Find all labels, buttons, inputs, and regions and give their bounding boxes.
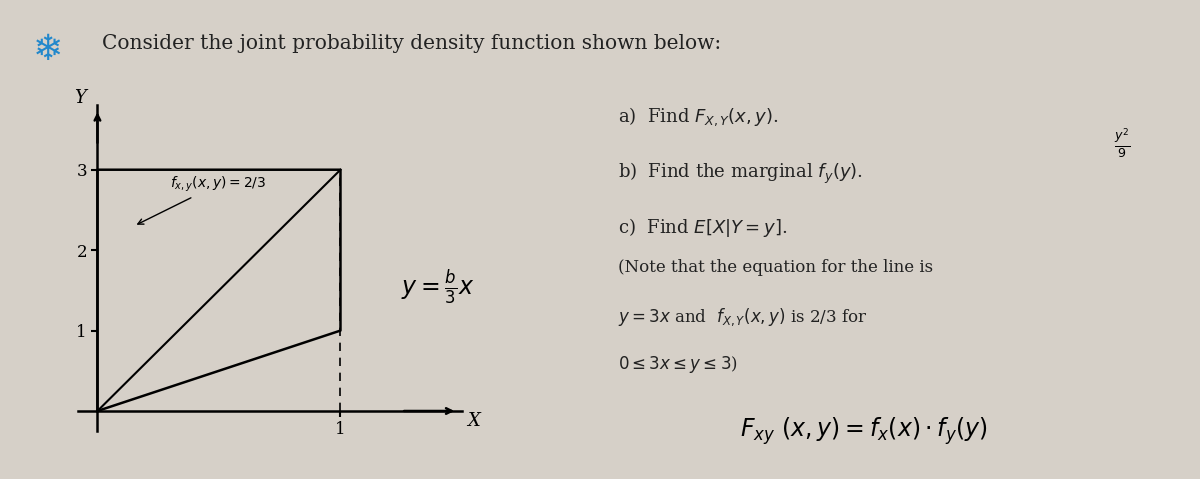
Text: $y = \frac{b}{3}x$: $y = \frac{b}{3}x$ bbox=[401, 268, 475, 307]
Text: $\frac{y^2}{9}$: $\frac{y^2}{9}$ bbox=[1114, 126, 1130, 161]
Text: Consider the joint probability density function shown below:: Consider the joint probability density f… bbox=[102, 34, 721, 53]
Text: a)  Find $F_{X,Y}(x, y)$.: a) Find $F_{X,Y}(x, y)$. bbox=[618, 105, 779, 128]
Text: $0 \leq 3x \leq y \leq 3$): $0 \leq 3x \leq y \leq 3$) bbox=[618, 354, 738, 376]
Text: Y: Y bbox=[74, 89, 86, 107]
Text: $f_{x,y}(x, y) = 2/3$: $f_{x,y}(x, y) = 2/3$ bbox=[138, 174, 266, 224]
Text: b)  Find the marginal $f_y(y)$.: b) Find the marginal $f_y(y)$. bbox=[618, 160, 863, 186]
Text: $y = 3x$ and  $f_{X,Y}(x, y)$ is 2/3 for: $y = 3x$ and $f_{X,Y}(x, y)$ is 2/3 for bbox=[618, 307, 868, 328]
Text: $F_{xy}\ (x, y) = f_x(x) \cdot f_y(y)$: $F_{xy}\ (x, y) = f_x(x) \cdot f_y(y)$ bbox=[740, 415, 988, 447]
Text: c)  Find $E[X|Y = y]$.: c) Find $E[X|Y = y]$. bbox=[618, 216, 787, 239]
Text: ❄: ❄ bbox=[32, 34, 64, 67]
Text: (Note that the equation for the line is: (Note that the equation for the line is bbox=[618, 259, 934, 275]
Text: X: X bbox=[467, 411, 480, 430]
